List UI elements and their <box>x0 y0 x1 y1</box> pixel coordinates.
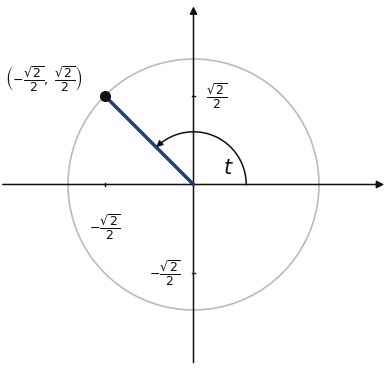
Text: $t$: $t$ <box>223 158 234 178</box>
Text: $-\dfrac{\sqrt{2}}{2}$: $-\dfrac{\sqrt{2}}{2}$ <box>149 258 181 288</box>
Text: $\left(-\dfrac{\sqrt{2}}{2},\ \dfrac{\sqrt{2}}{2}\right)$: $\left(-\dfrac{\sqrt{2}}{2},\ \dfrac{\sq… <box>5 64 83 94</box>
Text: $-\dfrac{\sqrt{2}}{2}$: $-\dfrac{\sqrt{2}}{2}$ <box>89 212 120 242</box>
Text: $\dfrac{\sqrt{2}}{2}$: $\dfrac{\sqrt{2}}{2}$ <box>206 81 227 111</box>
